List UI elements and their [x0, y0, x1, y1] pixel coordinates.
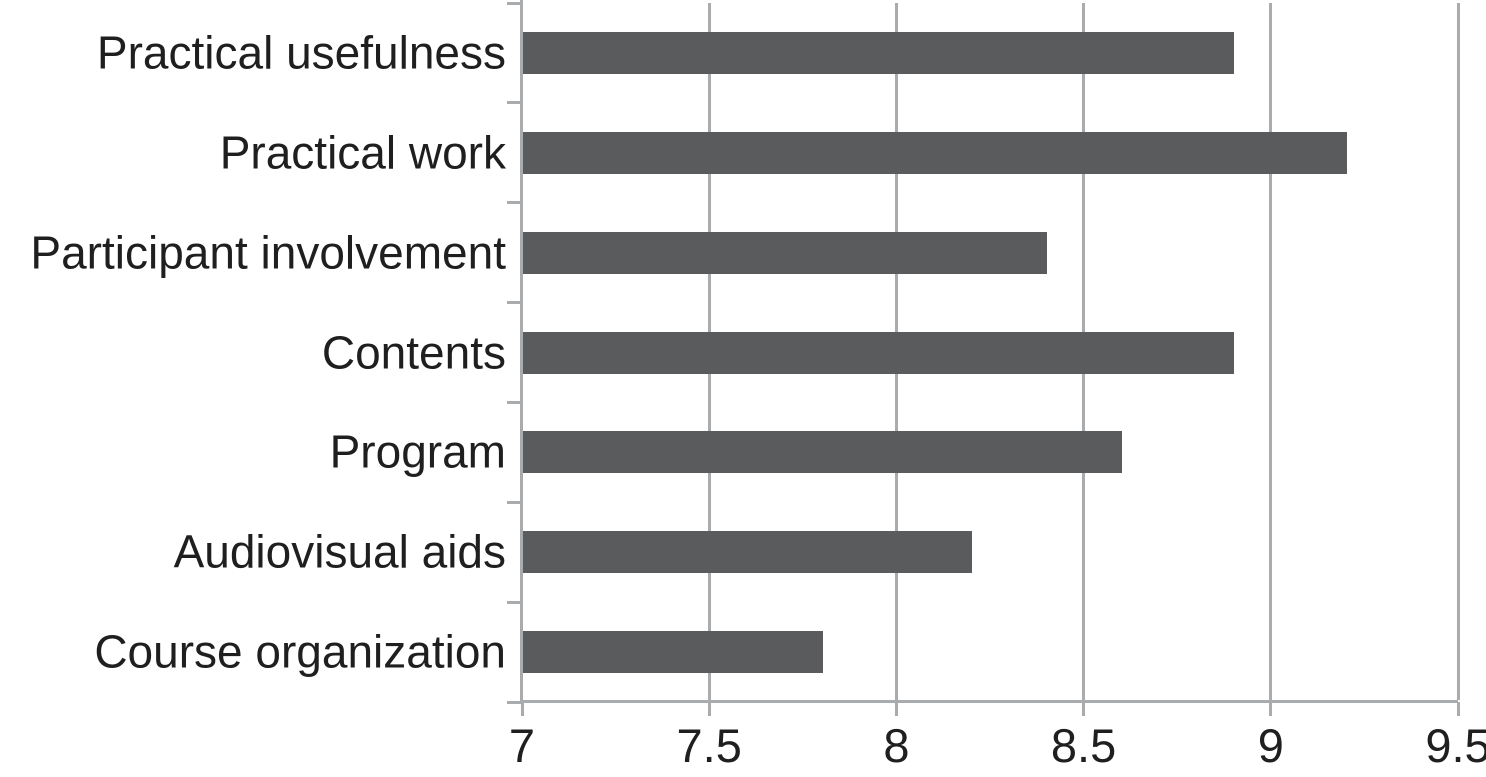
x-tick-label-9.5: 9.5 — [1425, 719, 1486, 772]
x-tick-label-8: 8 — [883, 719, 910, 772]
y-tick-mark — [507, 101, 522, 105]
y-tick-mark — [507, 600, 522, 604]
y-tick-mark — [507, 1, 522, 5]
x-tick-mark-9 — [1269, 702, 1273, 716]
x-axis-line — [520, 700, 1458, 703]
y-axis-line — [520, 0, 523, 702]
category-label-practical-work: Practical work — [219, 126, 506, 179]
gridline-9 — [1269, 3, 1273, 700]
y-tick-mark — [507, 500, 522, 504]
x-tick-mark-7.5 — [707, 702, 711, 716]
category-label-participant-involvement: Participant involvement — [30, 226, 506, 279]
x-tick-mark-7 — [520, 702, 524, 716]
x-tick-label-9: 9 — [1257, 719, 1284, 772]
y-tick-mark — [507, 301, 522, 305]
bar-participant-involvement — [523, 231, 1048, 274]
bar-contents — [523, 331, 1235, 374]
x-tick-label-7: 7 — [508, 719, 536, 772]
y-tick-mark — [507, 400, 522, 404]
gridline-9.5 — [1456, 3, 1460, 700]
y-tick-mark — [507, 201, 522, 205]
bar-practical-work — [523, 131, 1347, 174]
category-label-audiovisual-aids: Audiovisual aids — [173, 525, 506, 578]
x-tick-label-8.5: 8.5 — [1050, 719, 1117, 772]
bar-program — [523, 431, 1123, 474]
x-tick-mark-9.5 — [1456, 702, 1460, 716]
bar-audiovisual-aids — [523, 531, 973, 574]
category-label-contents: Contents — [321, 326, 506, 379]
bar-practical-usefulness — [523, 31, 1235, 74]
bar-course-organization — [523, 631, 823, 674]
category-label-practical-usefulness: Practical usefulness — [96, 26, 506, 79]
x-tick-mark-8.5 — [1082, 702, 1086, 716]
x-tick-label-7.5: 7.5 — [676, 719, 742, 772]
category-label-program: Program — [329, 426, 506, 479]
category-label-course-organization: Course organization — [94, 625, 506, 678]
x-tick-mark-8 — [894, 702, 898, 716]
y-tick-mark — [507, 700, 522, 704]
